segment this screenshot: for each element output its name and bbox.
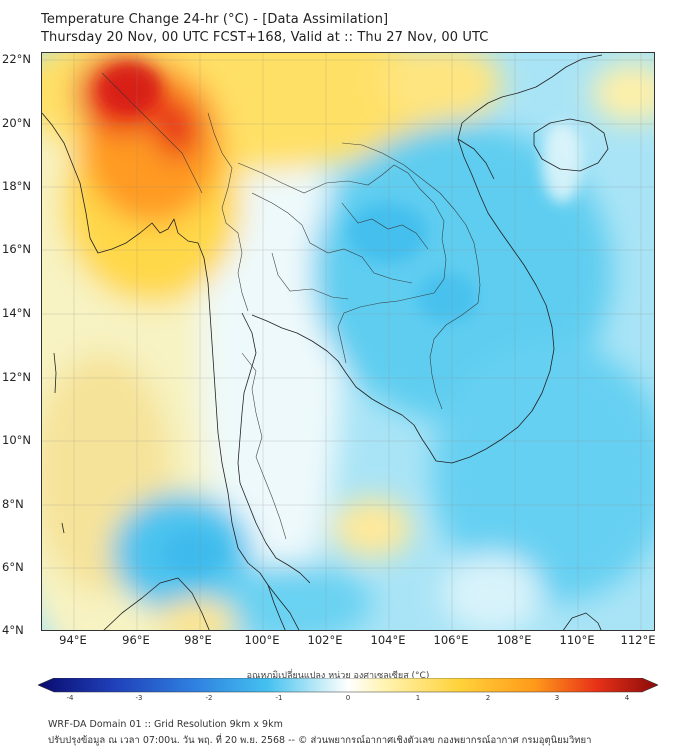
field-cell-blue-1 bbox=[347, 203, 427, 263]
field-cell-blue-3 bbox=[162, 531, 222, 575]
map-canvas bbox=[42, 53, 654, 630]
coast-myanmar-west bbox=[42, 112, 300, 630]
lat-label-6n: 6°N bbox=[2, 560, 24, 574]
coast-malay bbox=[267, 584, 286, 630]
border-thai-laos bbox=[237, 162, 447, 298]
colorbar-tick-3: 3 bbox=[554, 694, 560, 702]
lat-label-22n: 22°N bbox=[2, 52, 31, 66]
colorbar-tick-1: 1 bbox=[415, 694, 421, 702]
footer-model-info: WRF-DA Domain 01 :: Grid Resolution 9km … bbox=[48, 719, 283, 730]
border-thai-cambodia bbox=[337, 296, 417, 364]
coast-gulf-west bbox=[237, 312, 311, 584]
lon-label-98e: 98°E bbox=[184, 633, 212, 647]
coast-andaman-1 bbox=[53, 352, 57, 394]
lat-label-20n: 20°N bbox=[2, 116, 31, 130]
lat-label-4n: 4°N bbox=[2, 623, 24, 637]
field-cell-white bbox=[542, 123, 582, 203]
coast-borneo bbox=[562, 612, 602, 630]
field-cell-red bbox=[100, 63, 160, 113]
lon-label-110e: 110°E bbox=[559, 633, 595, 647]
lat-label-14n: 14°N bbox=[2, 306, 31, 320]
map-title: Temperature Change 24-hr (°C) - [Data As… bbox=[41, 12, 389, 27]
colorbar-tick-0: 0 bbox=[345, 694, 351, 702]
map-subtitle: Thursday 20 Nov, 00 UTC FCST+168, Valid … bbox=[41, 30, 489, 45]
lat-label-18n: 18°N bbox=[2, 179, 31, 193]
field-southeast-white bbox=[442, 553, 542, 630]
field-cell-blue-2 bbox=[417, 273, 477, 323]
temperature-map[interactable] bbox=[41, 52, 655, 631]
coast-gulf-north bbox=[251, 314, 437, 462]
border-laos-vietnam bbox=[341, 142, 481, 304]
province-lines-north bbox=[251, 192, 413, 284]
lon-label-102e: 102°E bbox=[307, 633, 343, 647]
colorbar-tick--3: -3 bbox=[135, 694, 143, 702]
lon-label-104e: 104°E bbox=[370, 633, 406, 647]
border-cambodia-vietnam bbox=[429, 302, 479, 410]
lon-label-96e: 96°E bbox=[122, 633, 150, 647]
province-lines-isan bbox=[341, 202, 429, 250]
field-yellow-farne bbox=[592, 63, 654, 123]
field-myanmar-red2 bbox=[155, 98, 199, 158]
lat-label-8n: 8°N bbox=[2, 497, 24, 511]
lat-label-16n: 16°N bbox=[2, 242, 31, 256]
lon-label-100e: 100°E bbox=[244, 633, 280, 647]
temperature-field-fine bbox=[100, 63, 582, 575]
lat-label-12n: 12°N bbox=[2, 370, 31, 384]
colorbar-tick--4: -4 bbox=[66, 694, 74, 702]
colorbar-gradient bbox=[38, 678, 658, 693]
border-thai-myanmar bbox=[207, 112, 249, 312]
colorbar-tick-2: 2 bbox=[485, 694, 491, 702]
coast-andaman-2 bbox=[61, 522, 65, 534]
coast-sumatra bbox=[103, 577, 210, 630]
field-sw-yellow bbox=[157, 598, 237, 630]
field-yellow-northeast bbox=[382, 53, 502, 123]
colorbar-title: อุณหภูมิเปลี่ยนแปลง หน่วย องศาเซลเซียส (… bbox=[246, 671, 430, 681]
province-lines-south bbox=[241, 352, 287, 540]
colorbar-tick--1: -1 bbox=[275, 694, 283, 702]
colorbar-tick--2: -2 bbox=[205, 694, 213, 702]
lon-label-106e: 106°E bbox=[433, 633, 469, 647]
field-east-blue2 bbox=[432, 343, 654, 603]
field-gulf-yellow bbox=[332, 498, 412, 558]
borders bbox=[101, 72, 481, 540]
coast-hainan bbox=[533, 118, 609, 172]
colorbar-tick-4: 4 bbox=[624, 694, 630, 702]
lon-label-112e: 112°E bbox=[620, 633, 656, 647]
coast-vietnam-south bbox=[435, 54, 603, 464]
graticule bbox=[42, 53, 654, 630]
colorbar bbox=[38, 678, 658, 693]
lon-label-108e: 108°E bbox=[496, 633, 532, 647]
temperature-field bbox=[42, 53, 654, 630]
coastlines bbox=[42, 54, 609, 630]
coast-tonkin bbox=[457, 138, 495, 180]
lon-label-94e: 94°E bbox=[59, 633, 87, 647]
province-lines-myanmar bbox=[101, 72, 203, 194]
field-south-blue2 bbox=[212, 563, 372, 630]
footer-credit: ปรับปรุงข้อมูล ณ เวลา 07:00น. วัน พฤ. ที… bbox=[48, 735, 592, 746]
province-lines-central bbox=[271, 252, 349, 300]
lat-label-10n: 10°N bbox=[2, 433, 31, 447]
